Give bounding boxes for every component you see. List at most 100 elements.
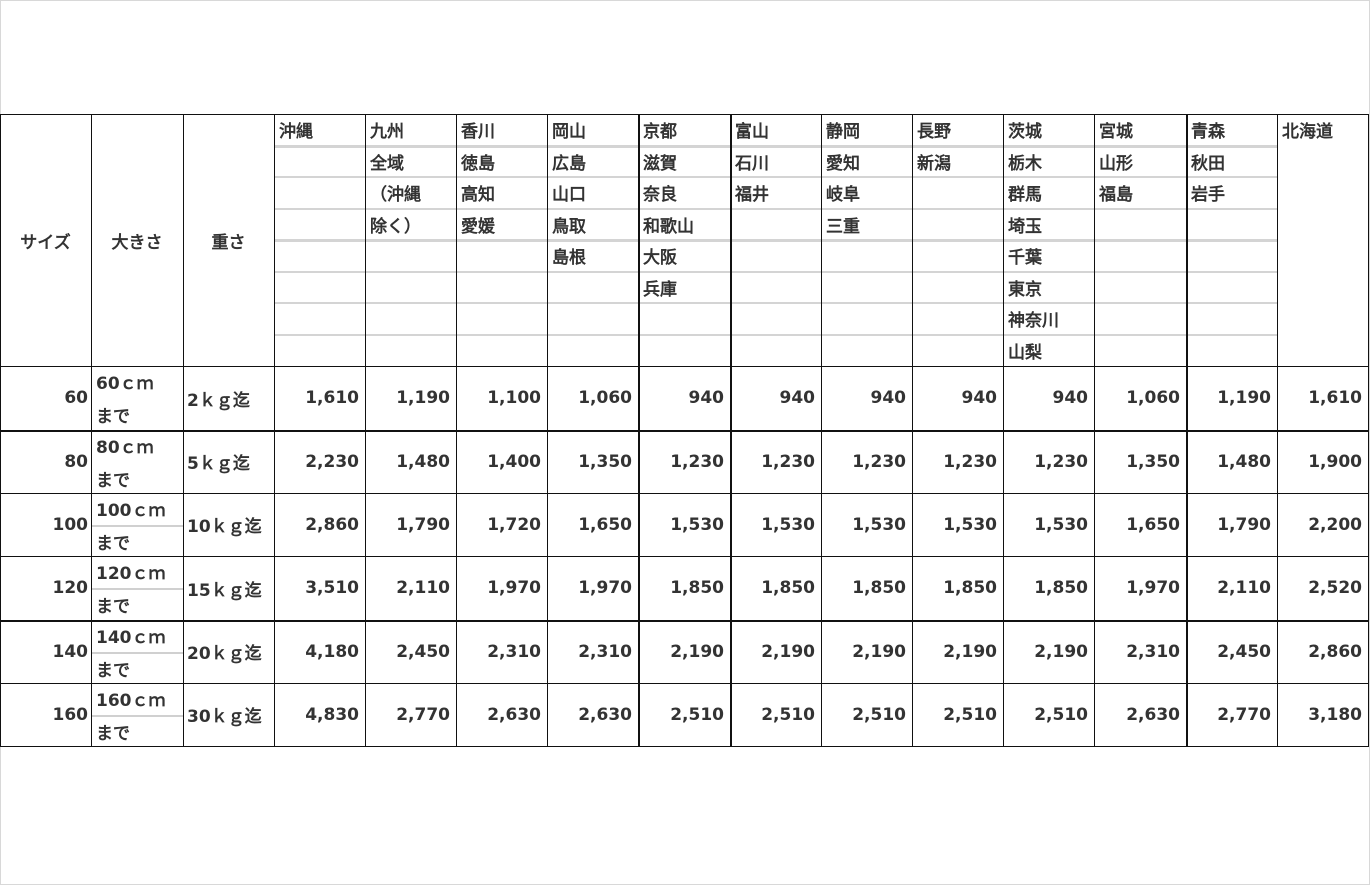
region-header-line: 福井 — [735, 185, 769, 205]
size-cell: 80 — [64, 451, 88, 472]
row-divider — [0, 620, 1369, 622]
region-header-line: 沖縄 — [279, 122, 313, 142]
price-cell: 2,450 — [1217, 641, 1271, 662]
price-cell: 2,190 — [1034, 641, 1088, 662]
price-cell: 2,110 — [1217, 578, 1271, 598]
dimension-subline — [92, 588, 183, 590]
region-header-line: 九州 — [370, 122, 404, 142]
header-subline — [822, 176, 912, 178]
header-subline — [913, 302, 1003, 304]
size-cell: 60 — [64, 388, 88, 408]
header-subline — [1095, 176, 1186, 178]
region-header-line: 石川 — [735, 153, 769, 174]
header-subline — [913, 207, 1003, 210]
price-cell: 2,510 — [852, 704, 906, 725]
header-subline — [822, 302, 912, 304]
price-cell: 1,230 — [852, 451, 906, 472]
price-cell: 2,630 — [578, 704, 632, 725]
weight-cell: 10ｋｇ迄 — [187, 517, 262, 537]
price-cell: 2,630 — [1126, 704, 1180, 725]
weight-cell: 15ｋｇ迄 — [187, 580, 262, 601]
region-header-line: 除く） — [370, 216, 421, 237]
price-cell: 940 — [961, 388, 998, 408]
price-cell: 3,180 — [1308, 704, 1362, 725]
dimension-cell: 100ｃｍ — [96, 501, 166, 521]
header-subline — [731, 302, 821, 304]
header-subline — [639, 270, 730, 273]
price-cell: 1,060 — [578, 388, 632, 408]
price-cell: 1,190 — [396, 388, 450, 408]
price-cell: 2,860 — [305, 514, 359, 535]
header-subline — [275, 207, 365, 210]
region-header-line: （沖縄 — [370, 185, 421, 205]
price-cell: 1,790 — [396, 514, 450, 535]
header-subline — [639, 333, 730, 336]
region-header-line: 東京 — [1008, 279, 1042, 300]
region-header-line: 北海道 — [1282, 122, 1333, 142]
dimension-cell: 140ｃｍ — [96, 628, 166, 648]
header-subline — [822, 270, 912, 273]
region-header-line: 静岡 — [826, 122, 860, 142]
weight-cell: 2ｋｇ迄 — [187, 390, 250, 411]
region-header-line: 栃木 — [1008, 153, 1042, 174]
region-header-line: 愛媛 — [461, 216, 495, 237]
price-cell: 1,850 — [852, 578, 906, 598]
price-cell: 2,190 — [761, 641, 815, 662]
region-header-line: 青森 — [1191, 122, 1225, 142]
header-subline — [548, 270, 638, 273]
header-subline — [1004, 333, 1094, 336]
header-subline — [275, 144, 365, 148]
region-header-line: 香川 — [461, 122, 495, 142]
weight-cell: 5ｋｇ迄 — [187, 454, 250, 474]
header-subline — [1187, 270, 1277, 273]
header-subline — [731, 270, 821, 273]
header-subline — [275, 302, 365, 304]
header-subline — [822, 333, 912, 336]
header-subline — [1004, 176, 1094, 178]
price-cell: 4,830 — [305, 704, 359, 725]
header-subline — [1095, 333, 1186, 336]
region-header-line: 群馬 — [1008, 185, 1042, 205]
price-cell: 940 — [688, 388, 725, 408]
weight-cell: 30ｋｇ迄 — [187, 707, 262, 727]
price-cell: 1,850 — [1034, 578, 1088, 598]
dimension-cell-suffix: まで — [96, 533, 130, 554]
price-cell: 1,230 — [761, 451, 815, 472]
price-cell: 2,110 — [396, 578, 450, 598]
price-cell: 2,190 — [943, 641, 997, 662]
row-divider — [0, 114, 1369, 115]
header-subline — [1187, 207, 1277, 210]
price-cell: 2,510 — [761, 704, 815, 725]
header-subline — [457, 239, 547, 242]
header-subline — [548, 144, 638, 148]
header-subline — [548, 302, 638, 304]
price-cell: 1,850 — [943, 578, 997, 598]
price-cell: 2,630 — [487, 704, 541, 725]
header-subline — [822, 239, 912, 242]
size-cell: 100 — [52, 514, 89, 535]
dimension-subline — [92, 524, 183, 527]
price-cell: 1,650 — [578, 514, 632, 535]
price-cell: 1,970 — [487, 578, 541, 598]
header-subline — [822, 207, 912, 210]
price-cell: 2,190 — [670, 641, 724, 662]
price-cell: 1,610 — [1308, 388, 1362, 408]
region-header-line: 新潟 — [917, 153, 951, 174]
price-cell: 2,510 — [943, 704, 997, 725]
header-subline — [366, 207, 456, 210]
price-cell: 940 — [870, 388, 907, 408]
header-subline — [913, 333, 1003, 336]
dimension-subline — [92, 714, 183, 717]
header-subline — [1187, 176, 1277, 178]
price-cell: 1,530 — [670, 514, 724, 535]
header-subline — [366, 144, 456, 148]
header-weight: 重さ — [211, 232, 246, 253]
header-subline — [1004, 207, 1094, 210]
region-header-line: 山口 — [552, 185, 586, 205]
dimension-cell-suffix: まで — [96, 723, 130, 744]
weight-cell: 20ｋｇ迄 — [187, 644, 262, 664]
header-subline — [1187, 239, 1277, 242]
region-header-line: 山形 — [1099, 153, 1133, 174]
price-cell: 2,510 — [1034, 704, 1088, 725]
header-subline — [731, 239, 821, 242]
